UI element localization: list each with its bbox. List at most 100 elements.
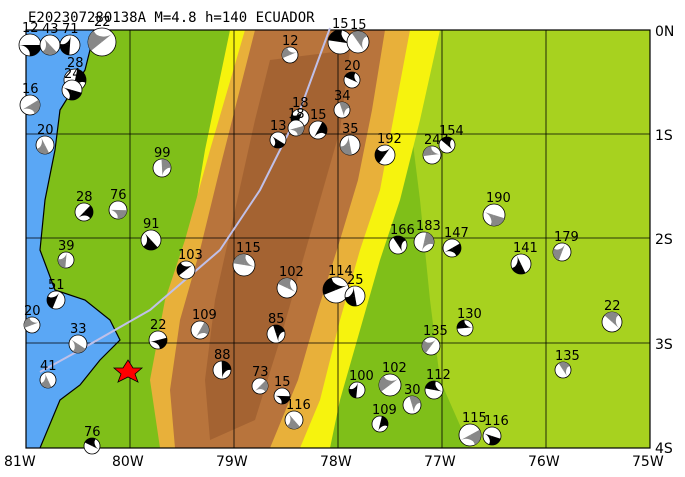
depth-label: 18 [292,96,309,111]
depth-label: 154 [439,124,464,139]
depth-label: 102 [279,265,304,280]
focal-mechanism: 71 [59,22,81,56]
depth-label: 15 [350,18,367,33]
depth-label: 28 [67,56,84,71]
lat-label: 2S [655,232,673,248]
focal-mechanism: 85 [266,312,286,344]
depth-label: 51 [48,278,65,293]
amazon-lowland [410,30,650,448]
focal-mechanism: 102 [276,265,304,299]
focal-mechanism: 12 [281,34,299,64]
depth-label: 91 [143,217,160,232]
depth-label: 166 [390,223,415,238]
focal-mechanism: 34 [333,89,351,119]
depth-label: 179 [554,230,579,245]
map-title: E202307280138A M=4.8 h=140 ECUADOR [28,10,315,26]
depth-label: 24 [64,67,81,82]
focal-mechanism: 115 [232,241,261,277]
depth-label: 73 [252,365,269,380]
focal-mechanism: 25 [344,273,366,307]
focal-mechanism: 147 [442,226,469,258]
focal-mechanism: 179 [552,230,579,262]
focal-mechanism: 18 [287,107,305,137]
focal-mechanism: 16 [19,82,41,116]
focal-mechanism: 22 [87,15,117,57]
focal-mechanism: 183 [413,219,441,253]
depth-label: 15 [310,108,327,123]
focal-mechanism: 192 [374,132,402,166]
andes-ridge [205,50,350,440]
focal-mechanism: 103 [176,248,203,280]
focal-mechanism: 130 [456,307,482,337]
depth-label: 18 [288,107,305,122]
depth-label: 103 [178,248,203,263]
gulf-of-guayaquil [50,290,120,350]
longitude-labels: 81W 80W 79W 78W 77W 76W 75W [4,454,664,470]
focal-mechanism: 20 [23,304,41,334]
depth-label: 15 [274,375,291,390]
depth-label: 16 [22,82,39,97]
focal-mechanism: 154 [438,124,464,154]
depth-label: 102 [382,361,407,376]
focal-mechanism: 15 [327,17,353,55]
focal-mechanism: 115 [458,411,487,447]
depth-label: 41 [40,359,57,374]
focal-mechanism: 73 [251,365,269,395]
depth-label: 85 [268,312,285,327]
focal-mechanism: 141 [510,241,538,275]
focal-mechanism: 166 [388,223,415,255]
focal-mechanism: 20 [343,59,361,89]
depth-label: 39 [58,239,75,254]
depth-label: 112 [426,368,451,383]
depth-label: 76 [84,425,101,440]
depth-label: 22 [150,318,167,333]
lon-label: 76W [528,454,560,470]
depth-label: 30 [404,383,421,398]
depth-label: 33 [70,322,87,337]
focal-mechanism: 135 [421,324,448,356]
focal-mechanism: 116 [284,398,311,430]
depth-label: 135 [423,324,448,339]
focal-mechanism: 35 [339,122,361,156]
focal-mechanism: 91 [140,217,162,251]
depth-label: 115 [236,241,261,256]
coastline [39,30,121,448]
focal-mechanism: 135 [554,349,580,379]
depth-label: 43 [42,22,59,37]
focal-mechanism: 22 [148,318,168,350]
epicenter-marker [112,359,144,383]
depth-label: 20 [344,59,361,74]
depth-label: 115 [462,411,487,426]
focal-mechanism: 12 [18,21,42,57]
focal-mechanism: 51 [46,278,66,310]
depth-label: 192 [377,132,402,147]
focal-mechanism: 39 [57,239,75,269]
depth-label: 99 [154,146,171,161]
focal-mechanism: 112 [424,368,451,400]
depth-label: 114 [328,264,353,279]
depth-label: 147 [444,226,469,241]
depth-label: 20 [37,123,54,138]
depth-label: 109 [192,308,217,323]
depth-label: 20 [24,304,41,319]
focal-mechanism: 22 [601,299,623,333]
depth-label: 22 [94,15,111,30]
depth-label: 34 [334,89,351,104]
depth-label: 109 [372,403,397,418]
lon-label: 80W [112,454,144,470]
depth-label: 35 [342,122,359,137]
depth-label: 116 [286,398,311,413]
depth-label: 13 [270,119,287,134]
depth-label: 76 [110,188,127,203]
focal-mechanism: 28 [74,190,94,222]
focal-mechanism: 76 [108,188,128,220]
depth-label: 12 [22,21,39,36]
depth-label: 135 [555,349,580,364]
depth-label: 22 [604,299,621,314]
lon-label: 78W [320,454,352,470]
latitude-labels: 0N 1S 2S 3S 4S [655,24,674,457]
depth-label: 71 [62,22,79,37]
focal-mechanism: 43 [39,22,61,56]
lat-label: 3S [655,337,673,353]
